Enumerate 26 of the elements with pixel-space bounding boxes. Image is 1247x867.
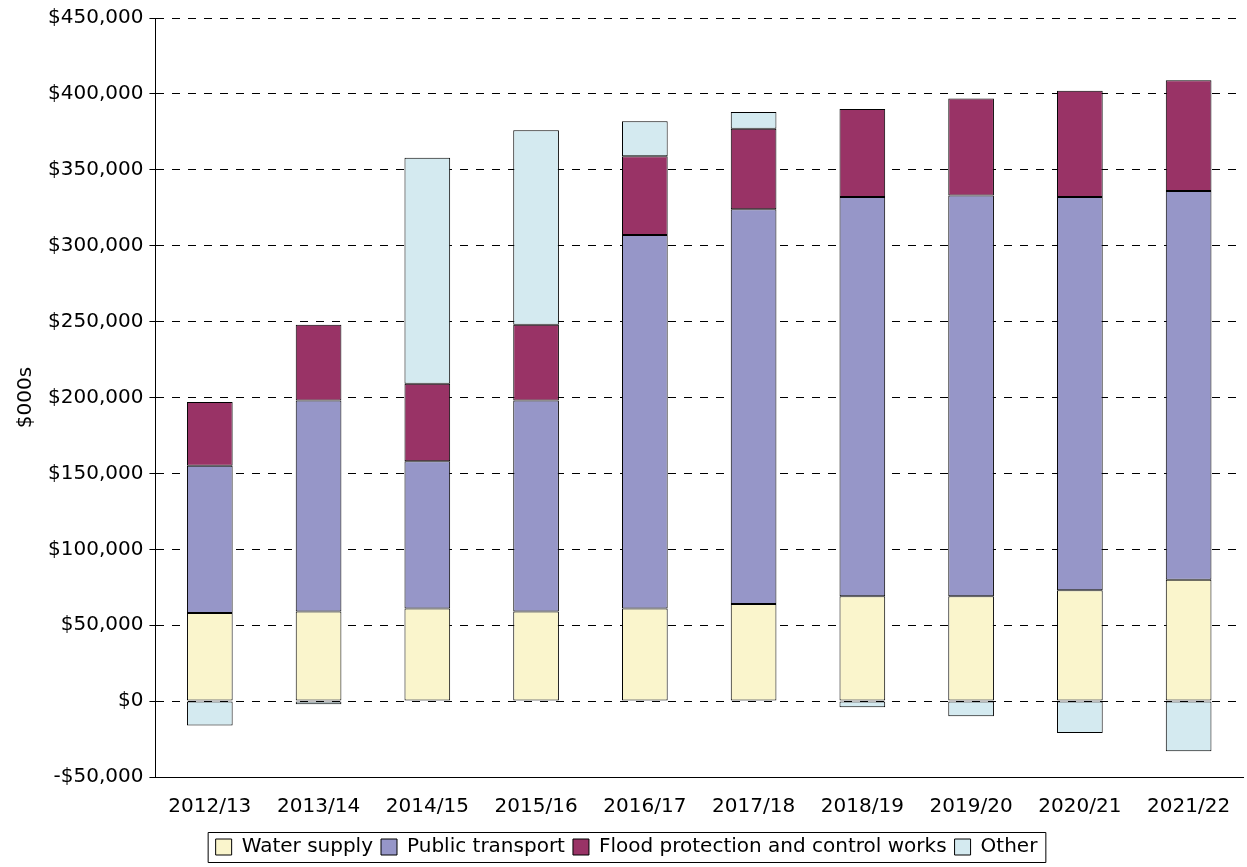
y-tick-label: $450,000 — [47, 4, 144, 29]
y-tick-label: $250,000 — [47, 307, 144, 332]
y-tick-label: $200,000 — [47, 383, 144, 408]
x-tick-label: 2014/15 — [385, 793, 469, 818]
x-tick-label: 2019/20 — [929, 793, 1013, 818]
y-tick-label: $100,000 — [47, 535, 144, 560]
x-tick-label: 2016/17 — [603, 793, 687, 818]
x-tick-label: 2018/19 — [820, 793, 904, 818]
y-tick-label: $50,000 — [60, 611, 144, 636]
y-tick-label: -$50,000 — [53, 763, 144, 788]
x-tick-label: 2020/21 — [1038, 793, 1122, 818]
legend-label: Water supply — [241, 833, 374, 858]
legend-label: Public transport — [407, 833, 566, 858]
x-tick-label: 2015/16 — [494, 793, 578, 818]
legend-label: Flood protection and control works — [598, 833, 947, 858]
y-tick-label: $150,000 — [47, 459, 144, 484]
legend-label: Other — [980, 833, 1039, 858]
x-tick-label: 2013/14 — [277, 793, 361, 818]
y-tick-label: $350,000 — [47, 156, 144, 180]
x-tick-label: 2012/13 — [168, 793, 252, 818]
y-tick-label: $0 — [117, 687, 144, 712]
y-axis-title: $000s — [12, 366, 37, 429]
x-tick-label: 2021/22 — [1147, 793, 1231, 818]
y-tick-label: $400,000 — [47, 80, 144, 105]
x-tick-label: 2017/18 — [712, 793, 796, 818]
y-tick-label: $300,000 — [47, 231, 144, 256]
